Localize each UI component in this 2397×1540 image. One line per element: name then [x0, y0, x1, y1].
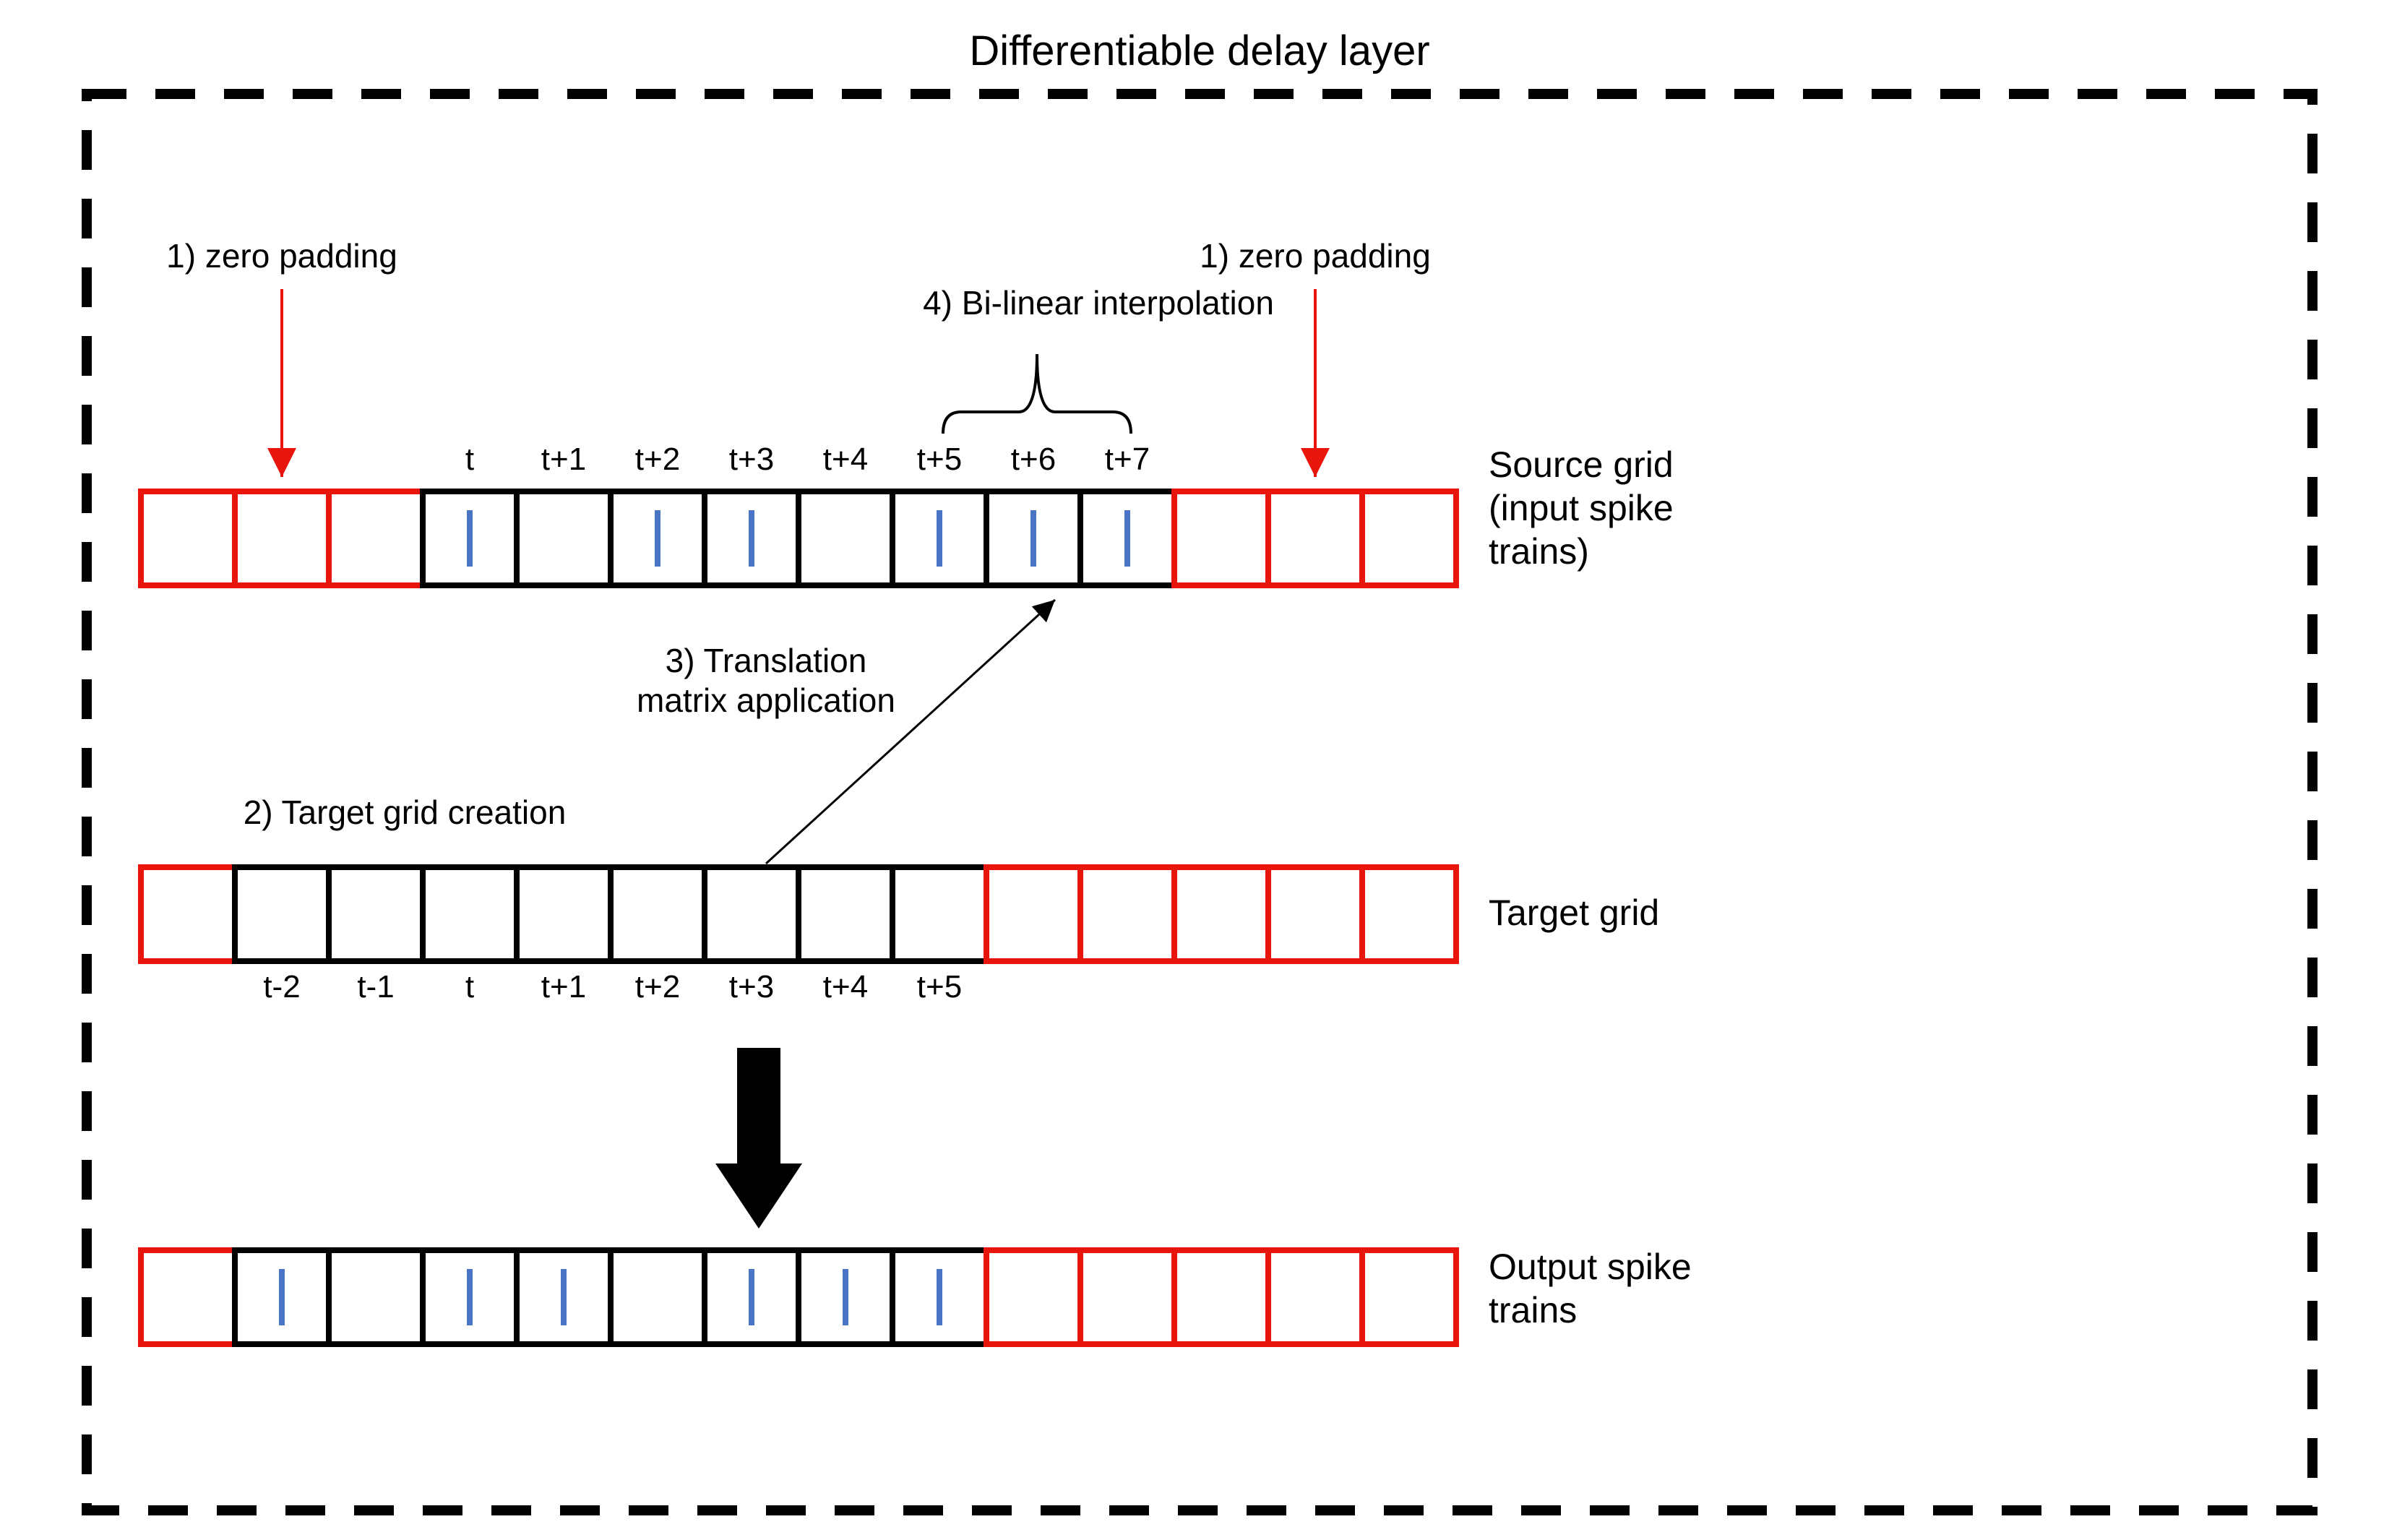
translation-label: matrix application: [637, 681, 895, 719]
target-cell: [423, 867, 517, 961]
spike-icon: [467, 1269, 473, 1325]
source-cell: [235, 491, 329, 585]
target-right-label: Target grid: [1489, 892, 1659, 933]
spike-icon: [279, 1269, 285, 1325]
brace-icon: [943, 354, 1131, 434]
down-arrow-icon: [715, 1048, 802, 1229]
source-right-label: (input spike: [1489, 488, 1674, 528]
output-right-label: trains: [1489, 1290, 1577, 1330]
source-cell: [141, 491, 235, 585]
output-cell: [1268, 1250, 1362, 1344]
spike-icon: [1124, 510, 1130, 567]
target-grid-label: 2) Target grid creation: [244, 793, 567, 831]
source-cell: [329, 491, 423, 585]
zero-padding-label: 1) zero padding: [166, 237, 397, 275]
source-cell: [799, 491, 892, 585]
target-cell: [611, 867, 705, 961]
time-label: t: [465, 442, 474, 477]
output-cell: [1362, 1250, 1456, 1344]
spike-icon: [749, 510, 754, 567]
time-label: t+4: [823, 969, 868, 1005]
target-cell: [799, 867, 892, 961]
output-cell: [1174, 1250, 1268, 1344]
spike-icon: [1030, 510, 1036, 567]
output-row: [141, 1250, 1456, 1344]
target-cell: [705, 867, 799, 961]
output-cell: [141, 1250, 235, 1344]
target-cell: [1174, 867, 1268, 961]
bilinear-label: 4) Bi-linear interpolation: [923, 284, 1274, 322]
spike-icon: [467, 510, 473, 567]
time-label: t+2: [635, 442, 680, 477]
time-label: t+3: [729, 969, 774, 1005]
diagram-title: Differentiable delay layer: [969, 27, 1429, 74]
target-cell: [329, 867, 423, 961]
time-label: t+2: [635, 969, 680, 1005]
translation-arrow: [766, 600, 1055, 864]
target-cell: [1080, 867, 1174, 961]
time-label: t+3: [729, 442, 774, 477]
spike-icon: [561, 1269, 567, 1325]
time-label: t+7: [1105, 442, 1150, 477]
diagram-canvas: Differentiable delay layer t t+1 t+2 t+3 t+4 t…: [0, 0, 2397, 1540]
time-label: t+5: [917, 442, 962, 477]
spike-icon: [937, 1269, 942, 1325]
source-cell: [1174, 491, 1268, 585]
output-cell: [986, 1250, 1080, 1344]
output-cell: [611, 1250, 705, 1344]
translation-label: 3) Translation: [666, 642, 867, 679]
output-cell: [1080, 1250, 1174, 1344]
target-cell: [517, 867, 611, 961]
spike-icon: [843, 1269, 848, 1325]
spike-icon: [937, 510, 942, 567]
time-label: t: [465, 969, 474, 1005]
zero-padding-label: 1) zero padding: [1200, 237, 1431, 275]
time-label: t+5: [917, 969, 962, 1005]
target-row: [141, 867, 1456, 961]
target-cell: [1268, 867, 1362, 961]
target-cell: [986, 867, 1080, 961]
spike-icon: [655, 510, 660, 567]
source-right-label: trains): [1489, 531, 1589, 572]
source-right-label: Source grid: [1489, 444, 1674, 485]
time-label: t+1: [541, 969, 586, 1005]
time-label: t-1: [357, 969, 394, 1005]
time-label: t+4: [823, 442, 868, 477]
source-cell: [1362, 491, 1456, 585]
target-cell: [141, 867, 235, 961]
time-label: t+6: [1011, 442, 1056, 477]
time-label: t+1: [541, 442, 586, 477]
target-cell: [1362, 867, 1456, 961]
target-cell: [235, 867, 329, 961]
source-cell: [517, 491, 611, 585]
time-label: t-2: [263, 969, 300, 1005]
output-cell: [329, 1250, 423, 1344]
source-cell: [1268, 491, 1362, 585]
output-right-label: Output spike: [1489, 1247, 1692, 1287]
target-cell: [892, 867, 986, 961]
source-row: [141, 491, 1456, 585]
spike-icon: [749, 1269, 754, 1325]
